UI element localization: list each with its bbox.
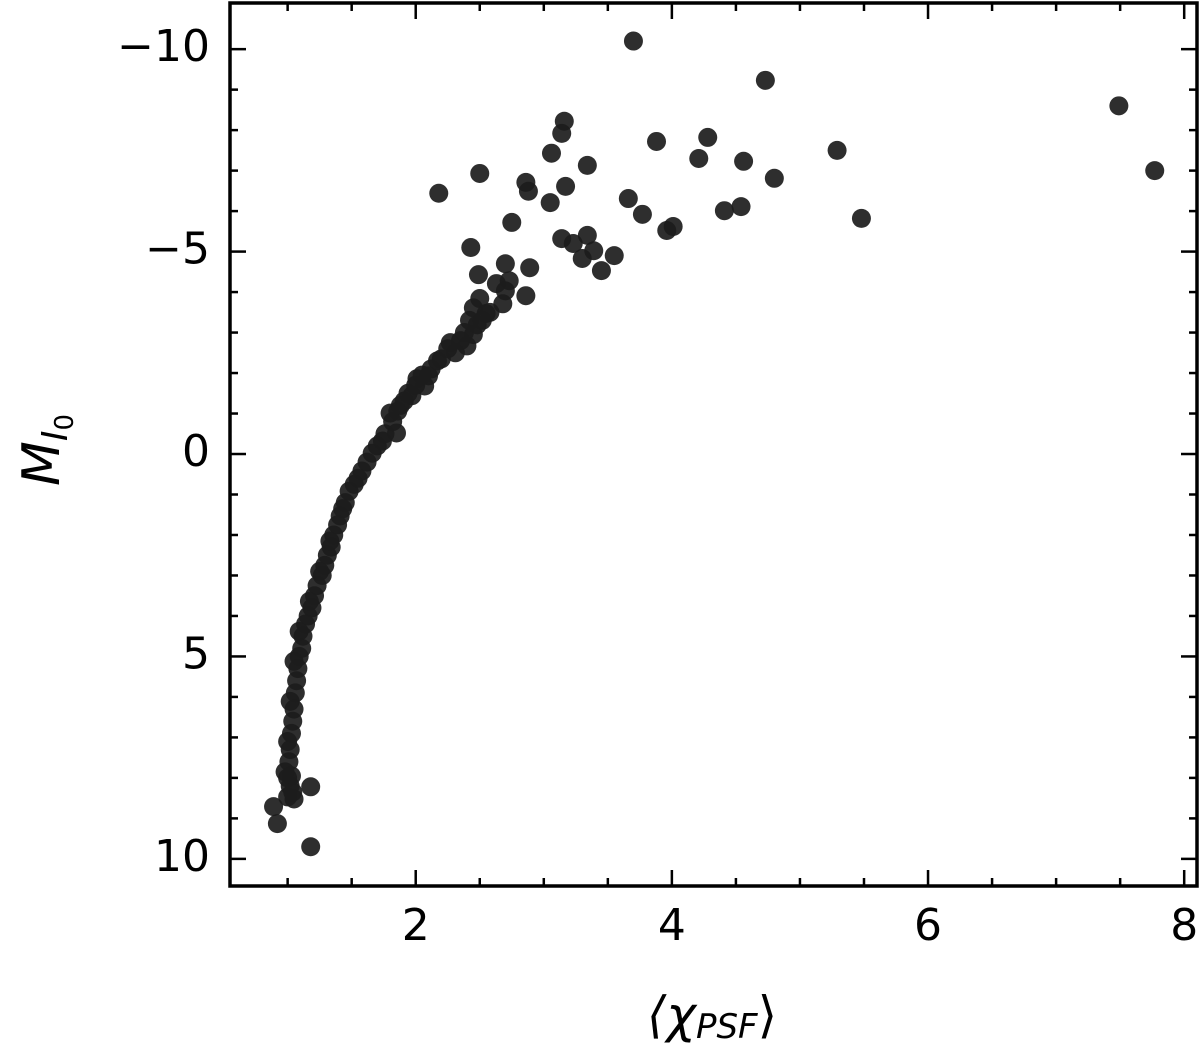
data-point [632,204,652,224]
data-point [1145,161,1165,181]
y-tick-label: 0 [182,426,210,477]
y-axis-label: MI0 [12,414,80,486]
data-point [1109,96,1129,116]
data-point [344,474,364,494]
data-point [357,452,377,472]
data-point [577,155,597,175]
data-point [657,221,677,241]
data-point [647,131,667,151]
data-point [301,837,321,857]
x-axis-label: ⟨χPSF⟩ [647,986,777,1047]
data-point [285,683,305,703]
data-point [591,261,611,281]
data-point [495,254,515,274]
data-point [540,193,560,213]
data-point [470,163,490,183]
data-point [734,151,754,171]
x-label-sub: PSF [696,1007,758,1047]
data-point [281,723,301,743]
y-tick-label: −5 [145,224,210,275]
data-point [502,212,522,232]
y-label-main: M [12,441,72,486]
data-point [283,782,303,802]
data-point [279,752,299,772]
data-point [563,233,583,253]
data-point [689,148,709,168]
data-point [556,176,576,196]
data-point [755,70,775,90]
data-point [429,183,449,203]
x-label-main: ⟨χ [647,986,699,1044]
x-tick-label: 6 [914,900,942,951]
data-point [731,197,751,217]
data-point [552,123,572,143]
plot-frame [228,1,1199,888]
data-point [301,777,321,797]
data-point [827,140,847,160]
y-tick-label: −10 [117,21,210,72]
data-point [267,814,287,834]
data-point [714,201,734,221]
x-tick-label: 4 [658,900,686,951]
data-point [618,189,638,209]
data-point [383,412,403,432]
y-label-sub: I [35,431,76,442]
data-point [520,258,540,278]
data-point [851,208,871,228]
x-tick-label: 8 [1170,900,1198,951]
x-tick-label: 2 [402,900,430,951]
data-point [764,168,784,188]
data-point [516,286,536,306]
data-point [461,238,481,258]
data-point [264,797,284,817]
x-label-end: ⟩ [758,986,778,1044]
y-label-subsub: 0 [50,414,80,431]
data-point [698,127,718,147]
data-point [623,31,643,51]
y-axis-label-group: MI0 [12,414,80,486]
data-point [333,499,353,519]
y-tick-label: 5 [182,628,210,679]
data-point [572,248,592,268]
data-point [518,181,538,201]
data-point [281,766,301,786]
data-point [480,302,500,322]
data-point [604,246,624,266]
data-point [577,225,597,245]
data-point [468,265,488,285]
data-point [541,143,561,163]
y-tick-label: 10 [154,831,210,882]
